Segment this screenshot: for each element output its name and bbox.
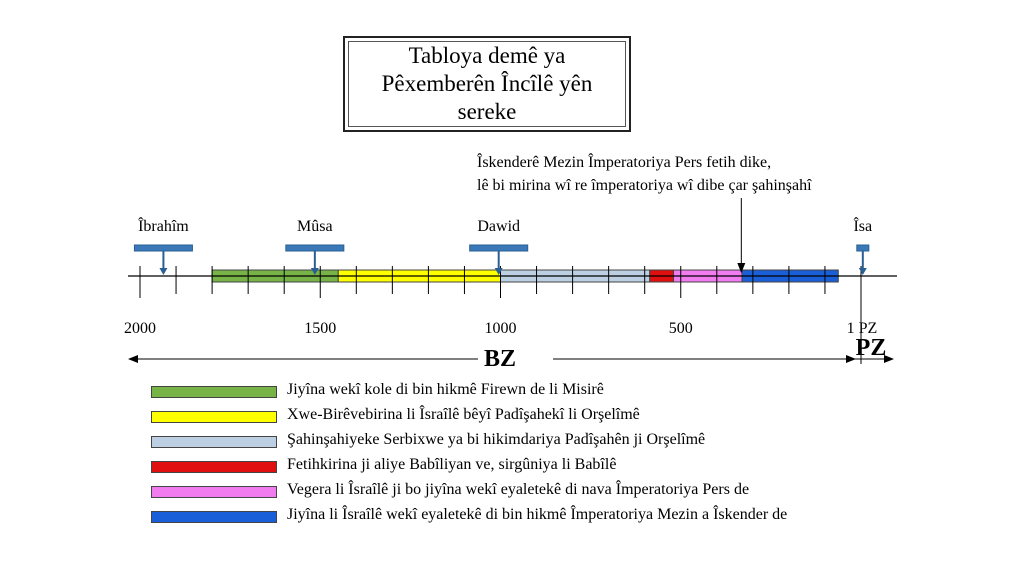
legend-item: Fetihkirina ji aliye Babîliyan ve, sirgû… [151,456,951,479]
person-marker: Îbrahîm [133,216,193,275]
legend-label: Xwe-Birêvebirina li Îsraîlê bêyî Padîşah… [287,406,640,423]
tick-label: 500 [669,320,693,337]
person-markers: Îbrahîm Mûsa Dawid Îsa [133,216,872,275]
annotation-line-1: Îskenderê Mezin Împeratoriya Pers fetih … [477,152,771,171]
minor-ticks [139,266,862,298]
legend-swatch [151,411,277,423]
title-box: Tabloya demê ya Pêxemberên Încîlê yên se… [343,36,631,132]
legend-label: Fetihkirina ji aliye Babîliyan ve, sirgû… [287,456,617,473]
legend-label: Vegera li Îsraîlê ji bo jiyîna wekî eyal… [287,481,750,498]
bz-label: BZ [484,346,516,372]
person-name: Îbrahîm [138,216,189,235]
legend-swatch [151,486,277,498]
person-arrowhead [159,268,168,275]
person-arrowhead [310,268,319,275]
legend-item: Jiyîna wekî kole di bin hikmê Firewn de … [151,381,951,404]
legend-item: Jiyîna li Îsraîlê wekî eyaletekê di bin … [151,506,951,529]
title-line-2: Pêxemberên Încîlê yên [381,71,593,96]
axis-tick-labels: 2000 1500 1000 500 [124,320,693,337]
legend-item: Vegera li Îsraîlê ji bo jiyîna wekî eyal… [151,481,951,504]
person-marker: Mûsa [285,218,345,275]
legend-swatch [151,511,277,523]
annotation-line-2: lê bi mirina wî re împeratoriya wî dibe … [477,177,812,194]
person-bar [856,244,870,252]
person-arrowhead [494,268,503,275]
title-line-3: sereke [457,99,517,124]
legend-item: Şahinşahiyeke Serbixwe ya bi hikimdariya… [151,431,951,454]
person-marker: Dawid [469,218,529,275]
person-bar [285,244,345,252]
tick-label: 1000 [485,320,517,337]
legend-swatch [151,461,277,473]
person-arrowhead [858,268,867,275]
person-name: Mûsa [297,218,333,235]
tick-label: 2000 [124,320,156,337]
legend-item: Xwe-Birêvebirina li Îsraîlê bêyî Padîşah… [151,406,951,429]
person-name: Dawid [477,218,520,235]
axis-end-label: 1 PZ [847,320,878,337]
person-name: Îsa [853,216,872,235]
legend-label: Şahinşahiyeke Serbixwe ya bi hikimdariya… [287,431,706,448]
legend-label: Jiyîna li Îsraîlê wekî eyaletekê di bin … [287,506,788,523]
pz-label: PZ [856,335,887,361]
tick-label: 1500 [304,320,336,337]
legend-swatch [151,386,277,398]
person-bar [133,244,193,252]
person-bar [469,244,529,252]
legend-swatch [151,436,277,448]
legend-label: Jiyîna wekî kole di bin hikmê Firewn de … [287,381,604,398]
title-line-1: Tabloya demê ya [408,43,566,68]
person-marker: Îsa [853,216,872,275]
